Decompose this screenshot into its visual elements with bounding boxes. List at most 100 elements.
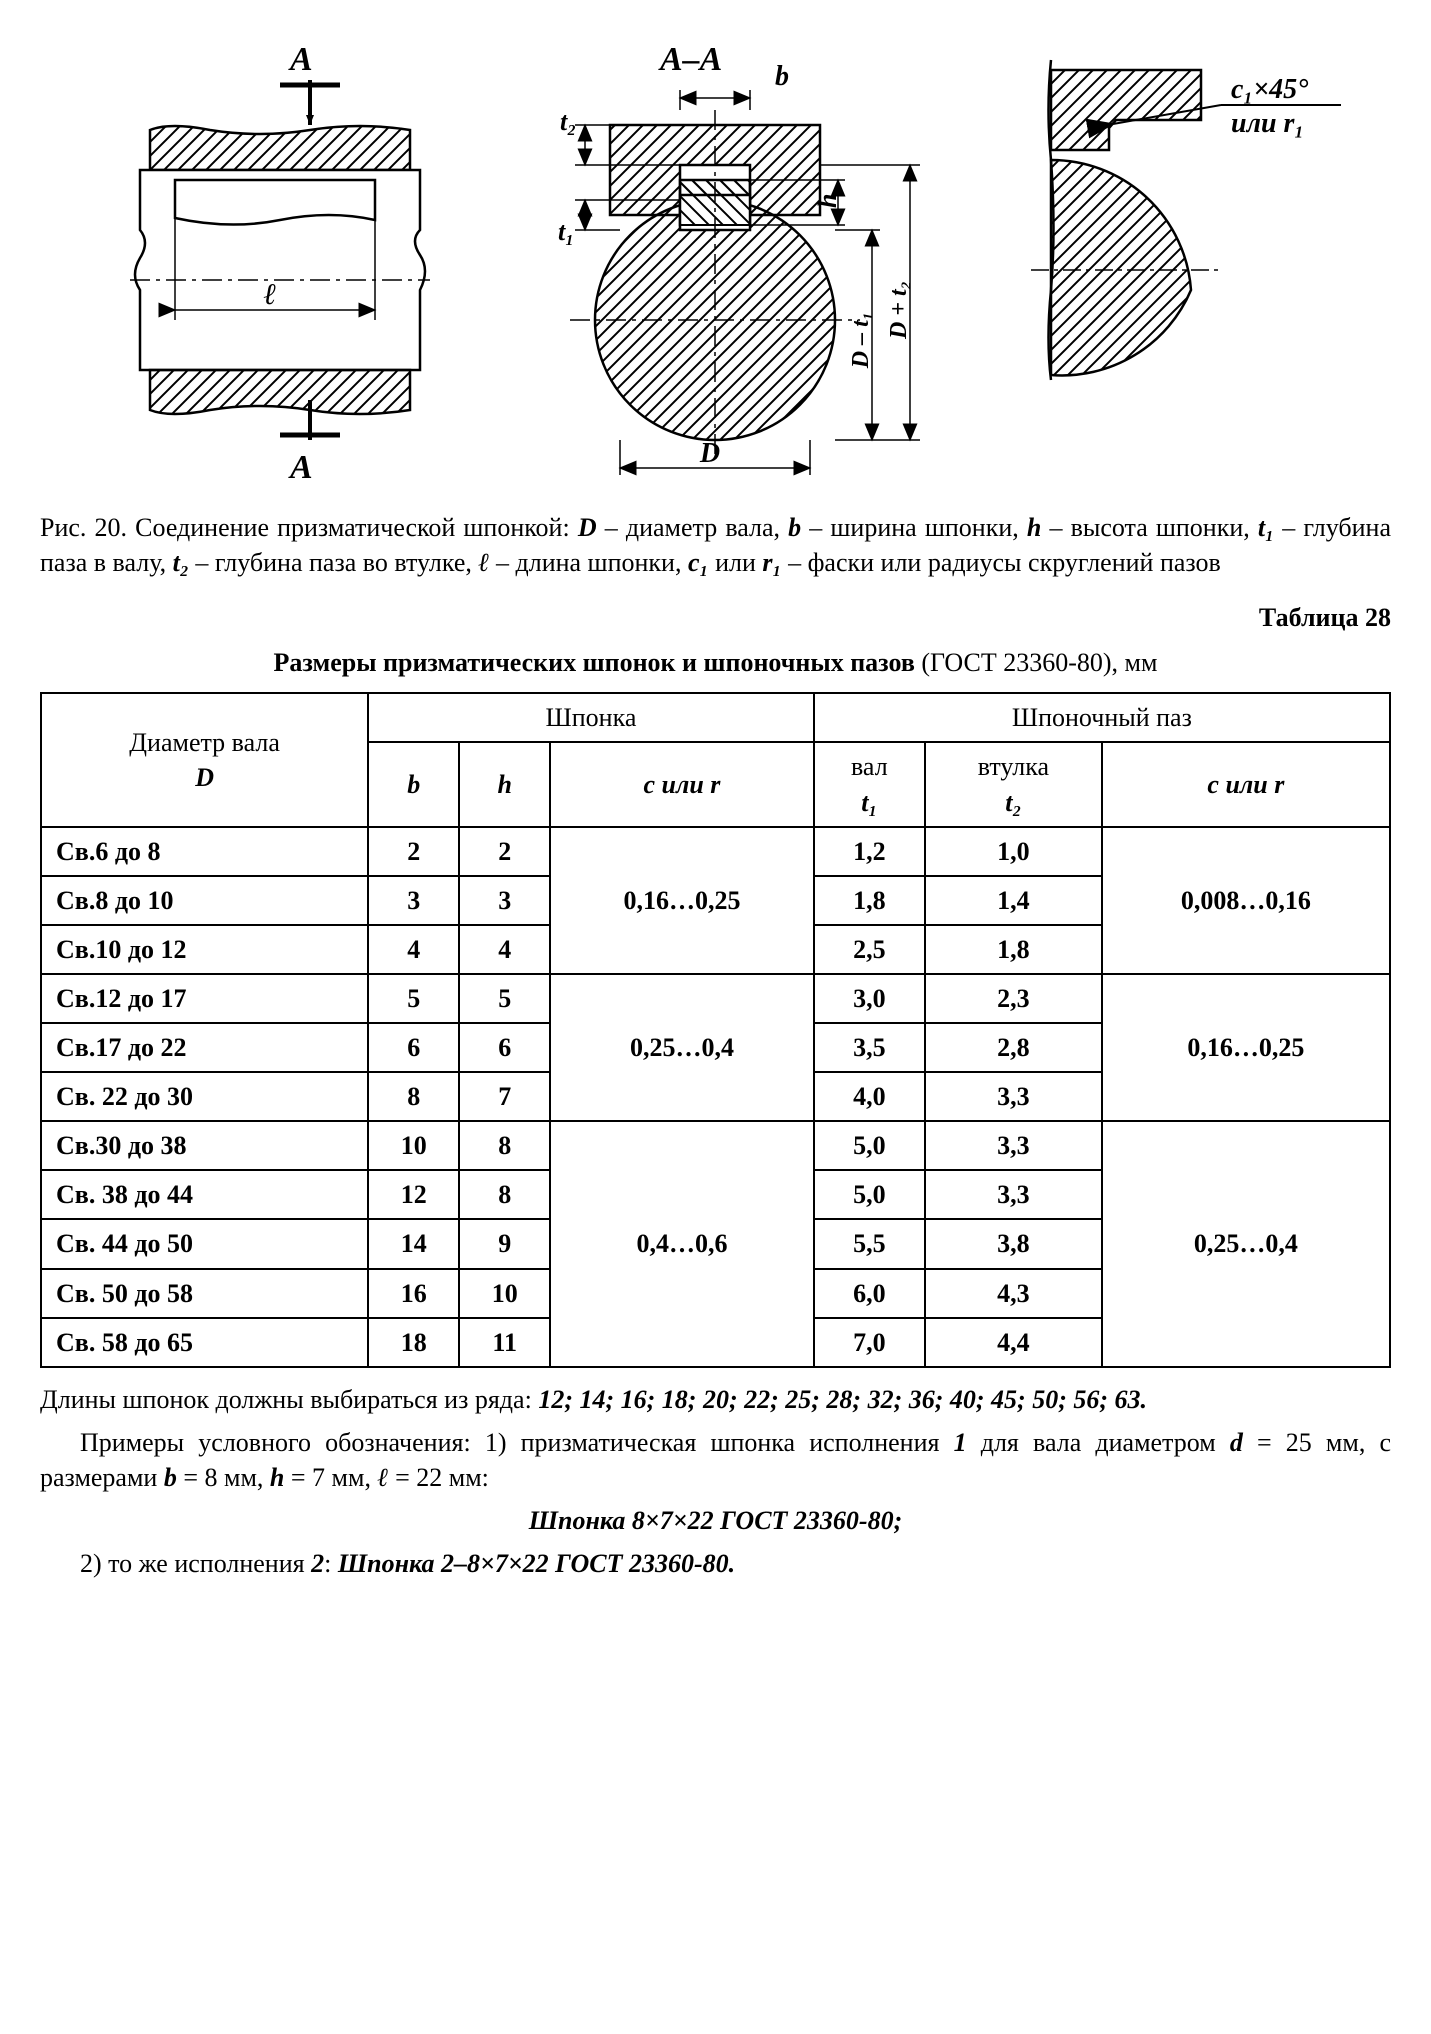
cell-b: 6 bbox=[368, 1023, 459, 1072]
cell-t1: 7,0 bbox=[814, 1318, 925, 1367]
hdr-b-sym: b bbox=[407, 770, 420, 799]
hdr-groove: Шпоночный паз bbox=[814, 693, 1390, 742]
hdr-diam-sym: D bbox=[195, 763, 214, 792]
cell-t1: 6,0 bbox=[814, 1269, 925, 1318]
hdr-h: h bbox=[459, 742, 550, 826]
cell-h: 6 bbox=[459, 1023, 550, 1072]
table-body: Св.6 до 8220,16…0,251,21,00,008…0,16Св.8… bbox=[41, 827, 1390, 1367]
dim-t1: t₁ bbox=[558, 217, 574, 246]
cap-h-txt: – высота шпонки, bbox=[1041, 513, 1258, 542]
cell-h: 8 bbox=[459, 1121, 550, 1170]
ex-b: b bbox=[164, 1463, 177, 1492]
cell-cr-groove: 0,16…0,25 bbox=[1102, 974, 1390, 1121]
ex-2: 2 bbox=[311, 1549, 324, 1578]
dim-h: h bbox=[813, 194, 842, 208]
diagram-section: А–А b t₂ t₁ h bbox=[500, 30, 980, 490]
table-row: Св.6 до 8220,16…0,251,21,00,008…0,16 bbox=[41, 827, 1390, 876]
cell-b: 16 bbox=[368, 1269, 459, 1318]
cell-t1: 5,0 bbox=[814, 1170, 925, 1219]
hdr-shaft: вал t₁ bbox=[814, 742, 925, 826]
cap-h: h bbox=[1027, 513, 1041, 542]
caption-prefix: Рис. 20. Соединение призматической шпонк… bbox=[40, 513, 578, 542]
hdr-b: b bbox=[368, 742, 459, 826]
diagram-longitudinal: А ℓ А bbox=[80, 30, 460, 490]
cell-diameter: Св. 22 до 30 bbox=[41, 1072, 368, 1121]
cell-t1: 5,0 bbox=[814, 1121, 925, 1170]
label-A-top: А bbox=[288, 41, 313, 78]
section-label: А–А bbox=[658, 41, 722, 78]
cell-h: 7 bbox=[459, 1072, 550, 1121]
cell-t2: 1,0 bbox=[925, 827, 1102, 876]
lengths-values: 12; 14; 16; 18; 20; 22; 25; 28; 32; 36; … bbox=[538, 1385, 1147, 1414]
cell-b: 14 bbox=[368, 1219, 459, 1268]
cell-t2: 2,8 bbox=[925, 1023, 1102, 1072]
hdr-bush-sym: t₂ bbox=[1005, 788, 1021, 817]
cell-t2: 1,8 bbox=[925, 925, 1102, 974]
cell-cr-key: 0,16…0,25 bbox=[550, 827, 814, 974]
table-title: Размеры призматических шпонок и шпоночны… bbox=[40, 645, 1391, 680]
example-2-paragraph: 2) то же исполнения 2: Шпонка 2–8×7×22 Г… bbox=[40, 1546, 1391, 1581]
cell-t1: 1,8 bbox=[814, 876, 925, 925]
cell-t2: 1,4 bbox=[925, 876, 1102, 925]
example-paragraph: Примеры условного обозначения: 1) призма… bbox=[40, 1425, 1391, 1495]
dim-D-t2: D + t₂ bbox=[886, 281, 912, 340]
designation-1: Шпонка 8×7×22 ГОСТ 23360-80; bbox=[40, 1503, 1391, 1538]
cell-h: 2 bbox=[459, 827, 550, 876]
table-title-rest: (ГОСТ 23360-80), мм bbox=[915, 648, 1158, 677]
cell-t2: 3,3 bbox=[925, 1121, 1102, 1170]
cell-cr-groove: 0,008…0,16 bbox=[1102, 827, 1390, 974]
cap-l: ℓ bbox=[478, 548, 489, 577]
cell-h: 3 bbox=[459, 876, 550, 925]
hdr-cr2: c или r bbox=[1207, 770, 1284, 799]
cell-diameter: Св.12 до 17 bbox=[41, 974, 368, 1023]
dim-D-t1: D – t₁ bbox=[848, 312, 874, 369]
cell-h: 9 bbox=[459, 1219, 550, 1268]
cell-h: 8 bbox=[459, 1170, 550, 1219]
cell-h: 4 bbox=[459, 925, 550, 974]
dim-b: b bbox=[775, 61, 789, 92]
lengths-paragraph: Длины шпонок должны выбираться из ряда: … bbox=[40, 1382, 1391, 1417]
dim-l: ℓ bbox=[264, 278, 277, 311]
cell-cr-key: 0,4…0,6 bbox=[550, 1121, 814, 1366]
cell-t1: 3,0 bbox=[814, 974, 925, 1023]
cell-b: 3 bbox=[368, 876, 459, 925]
table-row: Св.12 до 17550,25…0,43,02,30,16…0,25 bbox=[41, 974, 1390, 1023]
table-number: Таблица 28 bbox=[40, 600, 1391, 635]
ex2-pre: 2) то же исполнения bbox=[80, 1549, 311, 1578]
des1-text: Шпонка 8×7×22 ГОСТ 23360-80 bbox=[529, 1506, 894, 1535]
cell-t1: 1,2 bbox=[814, 827, 925, 876]
cap-D-txt: – диаметр вала, bbox=[597, 513, 789, 542]
cell-h: 10 bbox=[459, 1269, 550, 1318]
cell-t2: 3,8 bbox=[925, 1219, 1102, 1268]
cell-diameter: Св. 38 до 44 bbox=[41, 1170, 368, 1219]
hdr-cr1: c или r bbox=[644, 770, 721, 799]
table-row: Св.30 до 381080,4…0,65,03,30,25…0,4 bbox=[41, 1121, 1390, 1170]
cell-diameter: Св. 58 до 65 bbox=[41, 1318, 368, 1367]
chamfer-label: c₁×45° bbox=[1231, 74, 1308, 105]
cell-t2: 4,3 bbox=[925, 1269, 1102, 1318]
cap-c1: c₁ bbox=[688, 548, 709, 577]
cap-t1: t₁ bbox=[1258, 513, 1274, 542]
cell-t1: 5,5 bbox=[814, 1219, 925, 1268]
hdr-h-sym: h bbox=[497, 770, 511, 799]
figure-area: А ℓ А bbox=[40, 30, 1391, 490]
cap-b: b bbox=[788, 513, 801, 542]
cap-tail: – фаски или радиусы скруглений пазов bbox=[782, 548, 1221, 577]
hdr-shaft-sym: t₁ bbox=[861, 788, 877, 817]
hdr-cr-key: c или r bbox=[550, 742, 814, 826]
cell-diameter: Св.6 до 8 bbox=[41, 827, 368, 876]
ex-intro: Примеры условного обозначения: 1) призма… bbox=[80, 1428, 954, 1457]
label-A-bot: А bbox=[288, 449, 313, 486]
cap-l-txt: – длина шпонки, bbox=[489, 548, 687, 577]
designation-2: Шпонка 2–8×7×22 ГОСТ 23360-80. bbox=[338, 1549, 735, 1578]
cell-h: 5 bbox=[459, 974, 550, 1023]
dim-t2: t₂ bbox=[560, 107, 576, 136]
cap-b-txt: – ширина шпонки, bbox=[801, 513, 1027, 542]
hdr-shaft-txt: вал bbox=[851, 752, 888, 781]
cell-t2: 4,4 bbox=[925, 1318, 1102, 1367]
diagram-chamfer: c₁×45° или r₁ bbox=[1021, 30, 1351, 390]
cell-b: 18 bbox=[368, 1318, 459, 1367]
ex-mid: для вала диаметром bbox=[967, 1428, 1230, 1457]
cap-t2-txt: – глубина паза во втулке, bbox=[189, 548, 478, 577]
ex-d: d bbox=[1230, 1428, 1243, 1457]
